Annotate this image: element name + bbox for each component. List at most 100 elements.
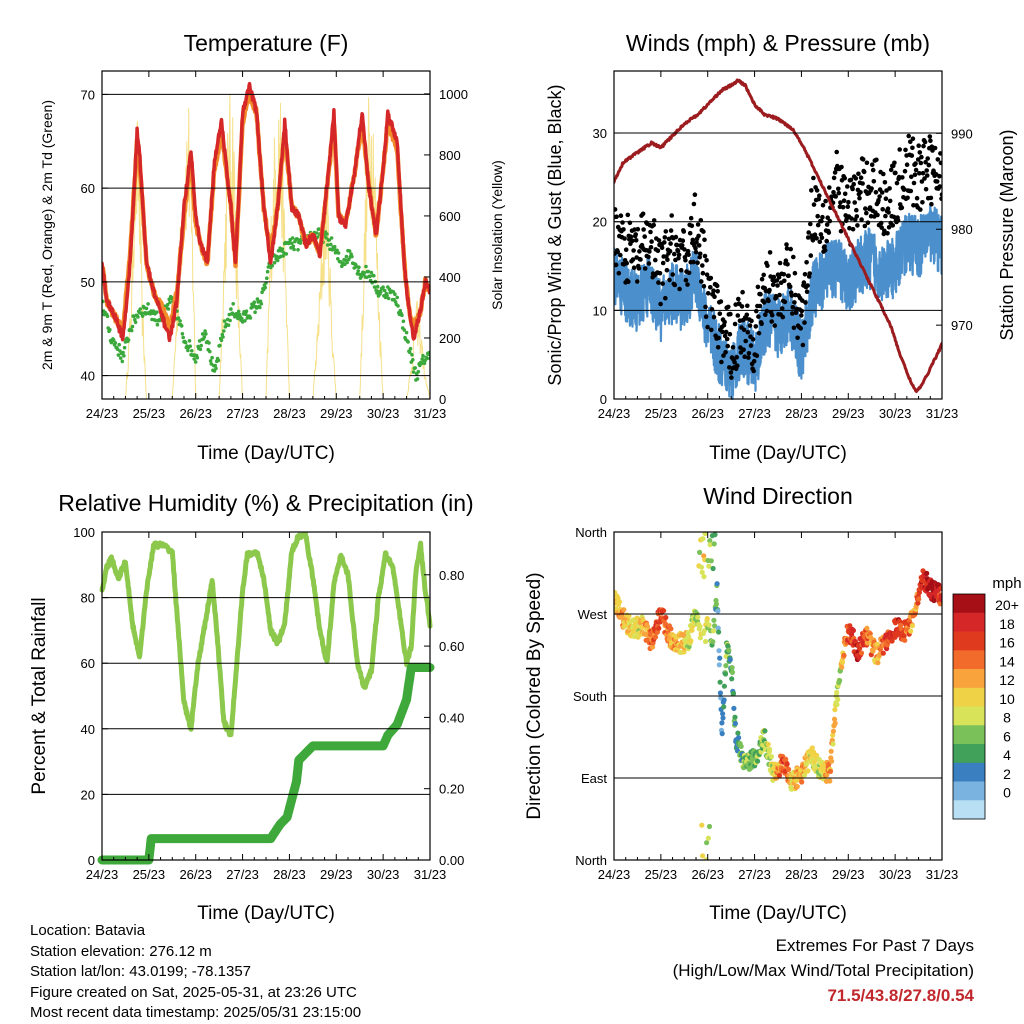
- gust-point: [663, 229, 669, 234]
- recent-text: Most recent data timestamp: 2025/05/31 2…: [30, 1004, 362, 1021]
- direction-point: [909, 623, 916, 629]
- td-point: [138, 307, 143, 311]
- gust-point: [704, 258, 709, 263]
- gust-point: [742, 354, 747, 360]
- winds-panel: Winds (mph) & Pressure (mb) Time (Day/UT…: [545, 30, 1017, 464]
- gust-point: [753, 324, 759, 329]
- direction-point: [716, 662, 722, 668]
- direction-point: [784, 761, 790, 767]
- td-point: [413, 366, 418, 370]
- td-point: [347, 249, 352, 253]
- gust-point: [911, 203, 916, 208]
- gust-point: [702, 237, 707, 243]
- colorbar-label: 14: [999, 653, 1015, 669]
- gust-point: [927, 134, 933, 139]
- x-tick-label: 26/23: [179, 406, 212, 421]
- direction-point: [867, 631, 873, 637]
- td-point: [258, 305, 262, 310]
- gust-point: [854, 207, 859, 213]
- y2-tick-label: 0.80: [439, 568, 464, 583]
- gust-point: [873, 190, 879, 195]
- gust-point: [781, 272, 787, 277]
- direction-point: [702, 532, 708, 537]
- direction-point: [727, 657, 733, 663]
- gust-point: [817, 239, 823, 245]
- created-text: Figure created on Sat, 2025-05-31, at 23…: [30, 983, 357, 1001]
- td-point: [369, 270, 374, 275]
- y2-tick-label: 980: [951, 222, 973, 237]
- gust-point: [736, 296, 741, 302]
- td-point: [183, 340, 188, 345]
- colorbar-swatch: [953, 800, 985, 820]
- td-point: [362, 271, 367, 275]
- y-tick-label: 40: [81, 369, 95, 384]
- gust-point: [877, 194, 882, 199]
- x-tick-label: 26/23: [179, 867, 212, 882]
- td-point: [207, 341, 211, 345]
- extremes-values: 71.5/43.8/27.8/0.54: [827, 986, 974, 1005]
- gust-point: [771, 274, 777, 280]
- temperature-plot-area: [102, 81, 430, 399]
- td-point: [290, 241, 294, 246]
- direction-point: [794, 783, 800, 790]
- plot-frame: [101, 531, 431, 861]
- gust-point: [717, 311, 723, 317]
- td-point: [140, 311, 144, 316]
- gust-point: [928, 195, 934, 201]
- gust-point: [648, 245, 654, 250]
- gust-point: [755, 284, 761, 290]
- gust-point: [633, 238, 639, 243]
- gust-point: [745, 303, 750, 309]
- colorbar-label: 4: [1003, 747, 1011, 763]
- direction-point: [830, 741, 836, 747]
- gust-point: [670, 272, 675, 277]
- gust-point: [782, 278, 787, 284]
- td-point: [212, 369, 217, 373]
- gust-point: [807, 271, 812, 276]
- gust-point: [909, 153, 915, 158]
- gust-point: [697, 251, 703, 257]
- gust-point: [735, 313, 741, 318]
- gust-point: [934, 179, 940, 184]
- td-point: [255, 297, 260, 301]
- colorbar-swatch: [953, 650, 985, 670]
- direction-point: [686, 634, 692, 640]
- direction-point: [710, 639, 716, 645]
- direction-point: [688, 638, 694, 644]
- gust-point: [711, 288, 716, 294]
- gust-point: [630, 257, 636, 262]
- td-point: [122, 354, 126, 358]
- direction-point: [908, 628, 914, 634]
- location-text: Location: Batavia: [30, 922, 146, 939]
- gust-point: [858, 175, 864, 180]
- gust-point: [774, 295, 779, 300]
- td-point: [260, 290, 264, 295]
- temperature-ylabel-left: 2m & 9m T (Red, Orange) & 2m Td (Green): [39, 100, 55, 370]
- gust-point: [879, 225, 884, 230]
- x-tick-label: 26/23: [691, 867, 724, 882]
- gust-point: [620, 220, 625, 225]
- gust-point: [812, 232, 818, 237]
- elevation-text: Station elevation: 276.12 m: [30, 942, 212, 960]
- td-point: [284, 252, 289, 256]
- gust-point: [841, 198, 847, 203]
- gust-point: [805, 235, 811, 240]
- direction-point: [832, 707, 838, 713]
- direction-point: [713, 601, 720, 607]
- direction-point: [834, 702, 840, 708]
- x-tick-label: 27/23: [226, 867, 259, 882]
- direction-point: [726, 647, 732, 653]
- direction-point: [916, 596, 922, 602]
- gust-point: [855, 223, 860, 228]
- td-point: [315, 231, 319, 235]
- gust-point: [838, 228, 844, 234]
- td-point: [178, 319, 182, 323]
- y-tick-label: 70: [81, 87, 95, 102]
- gust-point: [859, 217, 864, 222]
- wind-series: [614, 204, 942, 401]
- x-tick-label: 31/23: [926, 867, 959, 882]
- gust-point: [870, 167, 876, 173]
- td-point: [290, 236, 295, 240]
- gust-point: [827, 218, 833, 224]
- gust-point: [641, 227, 646, 232]
